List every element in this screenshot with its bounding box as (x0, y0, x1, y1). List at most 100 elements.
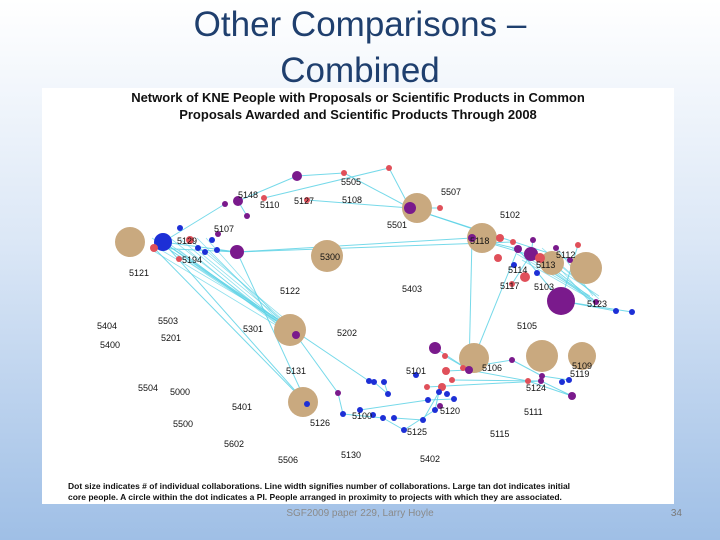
person-dot (404, 202, 416, 214)
figure-title-line-1: Network of KNE People with Proposals or … (131, 90, 585, 105)
collaboration-edge (426, 380, 542, 388)
person-dot (437, 205, 443, 211)
person-dot (424, 384, 430, 390)
node-label: 5505 (341, 177, 361, 187)
node-label: 5106 (482, 363, 502, 373)
node-label: 5194 (182, 255, 202, 265)
person-dot (613, 308, 619, 314)
node-label: 5300 (320, 252, 340, 262)
footer-text: SGF2009 paper 229, Larry Hoyle (286, 508, 434, 519)
person-dot (214, 247, 220, 253)
person-dot (432, 407, 438, 413)
node-label: 5301 (243, 324, 263, 334)
core-person-dot (115, 227, 145, 257)
person-dot (385, 391, 391, 397)
node-label: 5127 (294, 196, 314, 206)
node-label: 5100 (352, 411, 372, 421)
person-dot (510, 239, 516, 245)
node-label: 5114 (508, 265, 527, 275)
collaboration-edge (237, 175, 298, 202)
core-person-dot (311, 240, 343, 272)
collaboration-edge (296, 172, 345, 177)
node-label: 5102 (500, 210, 520, 220)
person-dot (304, 197, 310, 203)
person-dot (509, 357, 515, 363)
node-label: 5109 (572, 361, 592, 371)
collaboration-edge (196, 249, 295, 331)
node-label: 5501 (387, 220, 407, 230)
node-label: 5131 (286, 366, 306, 376)
person-dot (460, 365, 466, 371)
core-person-dot (570, 252, 602, 284)
collaboration-edge (295, 334, 339, 394)
node-label: 5119 (570, 369, 589, 379)
person-dot (420, 417, 426, 423)
person-dot (524, 247, 538, 261)
person-dot (429, 342, 441, 354)
node-label: 5115 (490, 429, 509, 439)
figure-note-line-2: core people. A circle within the dot ind… (68, 492, 562, 502)
node-label: 5126 (310, 418, 330, 428)
collaboration-edge (236, 241, 514, 253)
node-label: 5122 (280, 286, 300, 296)
person-dot (341, 170, 347, 176)
person-dot (568, 392, 576, 400)
slide-title: Other Comparisons – Combined (160, 2, 560, 94)
node-label: 5404 (97, 321, 117, 331)
collaboration-edge (187, 249, 293, 337)
core-person-dot (274, 314, 306, 346)
collaboration-edge (162, 203, 226, 243)
node-label: 5507 (441, 187, 461, 197)
person-dot (535, 253, 545, 263)
collaboration-edge (393, 417, 424, 421)
node-label: 5129 (177, 236, 197, 246)
person-dot (222, 201, 228, 207)
person-dot (436, 389, 442, 395)
person-dot (150, 244, 158, 252)
figure-note-line-1: Dot size indicates # of individual colla… (68, 481, 570, 491)
person-dot (534, 270, 540, 276)
collaboration-edge (196, 237, 291, 333)
node-label: 5108 (342, 195, 362, 205)
collaboration-edge (511, 359, 543, 377)
collaboration-edge (162, 241, 308, 405)
person-dot (401, 427, 407, 433)
core-person-dot (459, 343, 489, 373)
collaboration-edge (422, 391, 440, 421)
person-dot (340, 411, 346, 417)
person-dot (449, 377, 455, 383)
person-dot (468, 234, 476, 242)
person-dot (442, 353, 448, 359)
node-label: 5105 (517, 321, 537, 331)
node-label: 5130 (341, 450, 361, 460)
collaboration-edge (160, 237, 293, 333)
node-label: 5117 (500, 281, 519, 291)
person-dot (380, 415, 386, 421)
node-label: 5148 (238, 190, 258, 200)
person-dot (304, 401, 310, 407)
person-dot (520, 272, 530, 282)
collaboration-edge (151, 249, 295, 337)
collaboration-edge (342, 413, 384, 419)
person-dot (233, 196, 243, 206)
person-dot (442, 367, 450, 375)
person-dot (451, 396, 457, 402)
node-label: 5124 (526, 383, 546, 393)
node-label: 5111 (524, 407, 543, 417)
person-dot (567, 257, 573, 263)
person-dot (386, 165, 392, 171)
person-dot (553, 245, 559, 251)
person-dot (177, 225, 183, 231)
person-dot (292, 331, 300, 339)
core-person-dot (467, 223, 497, 253)
figure-title-line-2: Proposals Awarded and Scientific Product… (179, 107, 537, 122)
node-label: 5120 (440, 406, 460, 416)
node-label: 5113 (536, 260, 555, 270)
person-dot (514, 245, 522, 253)
page-number: 34 (670, 508, 682, 519)
person-dot (357, 407, 363, 413)
collaboration-edge (343, 172, 411, 209)
node-label: 5103 (534, 282, 554, 292)
person-dot (391, 415, 397, 421)
